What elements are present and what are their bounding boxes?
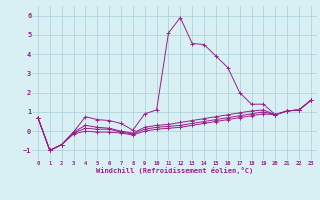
X-axis label: Windchill (Refroidissement éolien,°C): Windchill (Refroidissement éolien,°C): [96, 167, 253, 174]
